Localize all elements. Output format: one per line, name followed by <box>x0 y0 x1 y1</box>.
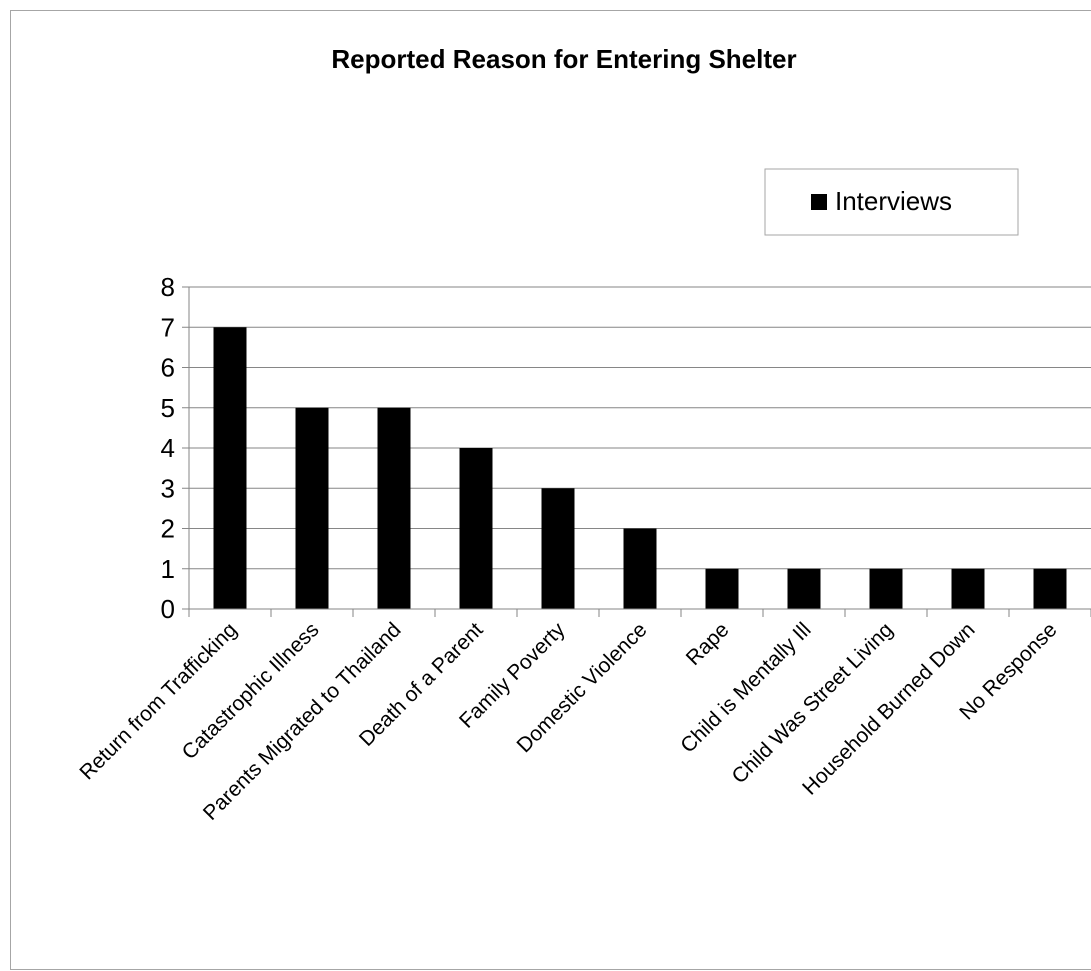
bar <box>295 407 329 609</box>
y-tick-label: 0 <box>161 594 175 624</box>
y-tick-label: 7 <box>161 312 175 342</box>
y-tick-label: 2 <box>161 514 175 544</box>
y-tick-label: 5 <box>161 393 175 423</box>
y-axis-ticks: 0 1 2 3 4 5 6 7 8 <box>161 272 189 624</box>
bar <box>1033 568 1067 609</box>
chart-frame: Reported Reason for Entering Shelter Int… <box>10 10 1091 970</box>
y-tick-label: 4 <box>161 433 175 463</box>
legend-swatch <box>811 194 827 210</box>
gridlines <box>189 286 1091 570</box>
bar <box>213 327 247 609</box>
y-tick-label: 6 <box>161 353 175 383</box>
bar <box>459 448 493 609</box>
bar-chart: Reported Reason for Entering Shelter Int… <box>75 44 1091 825</box>
x-tick-label: Household Burned Down <box>798 618 979 799</box>
y-tick-label: 8 <box>161 272 175 302</box>
x-tick-label: Rape <box>682 618 734 670</box>
legend-label: Interviews <box>835 186 952 216</box>
y-tick-label: 1 <box>161 554 175 584</box>
bar <box>623 528 657 609</box>
bars <box>213 327 1067 609</box>
x-tick-label: Child Was Street Living <box>727 618 897 788</box>
bar <box>377 407 411 609</box>
x-tick-label: Catastrophic Illness <box>178 618 324 764</box>
bar <box>541 488 575 609</box>
bar <box>869 568 903 609</box>
bar <box>787 568 821 609</box>
legend-box <box>764 168 1019 236</box>
bar <box>951 568 985 609</box>
bar <box>705 568 739 609</box>
chart-title: Reported Reason for Entering Shelter <box>331 44 796 74</box>
x-tick-label: Return from Trafficking <box>75 618 241 784</box>
legend: Interviews <box>764 168 1019 236</box>
y-tick-label: 3 <box>161 473 175 503</box>
axes <box>188 287 1091 617</box>
